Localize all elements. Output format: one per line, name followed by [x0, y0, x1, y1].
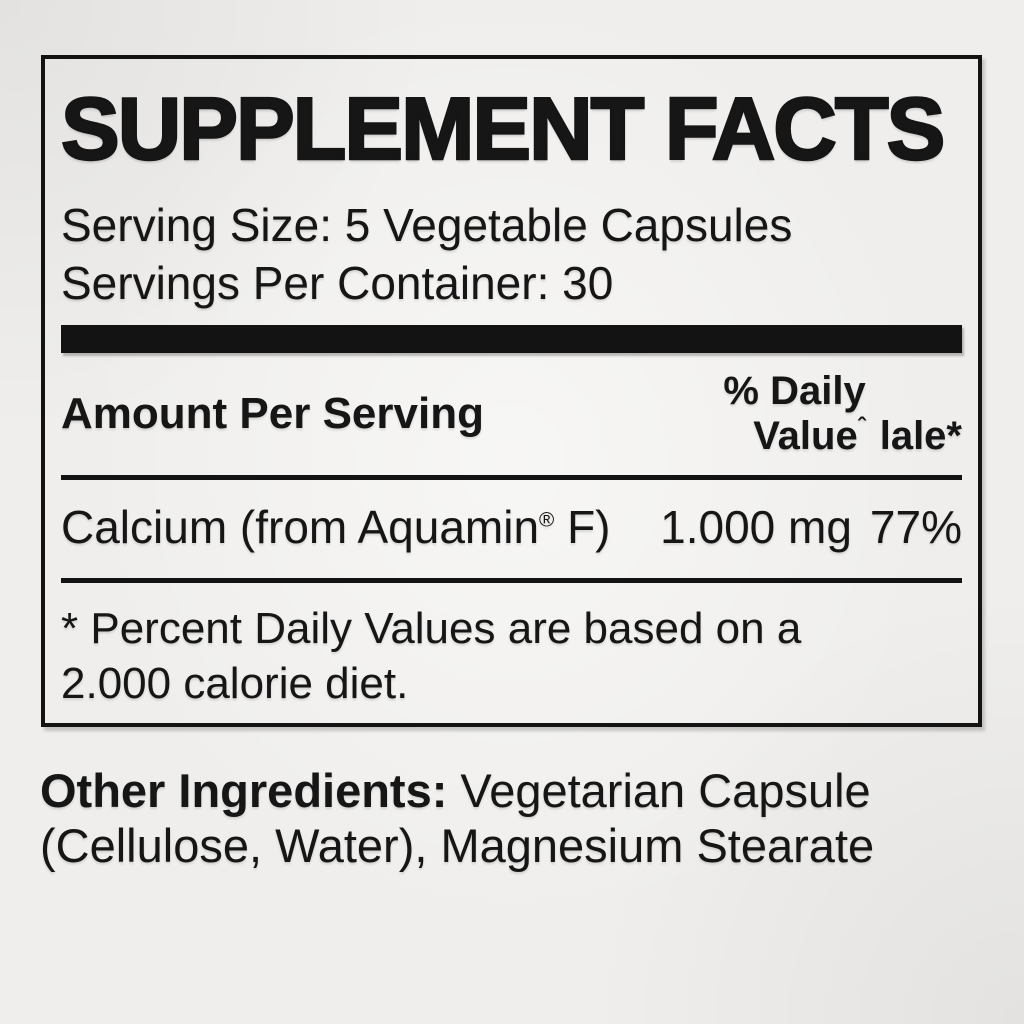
serving-size-line: Serving Size: 5 Vegetable Capsules — [61, 199, 793, 251]
nutrient-daily-value: 77% — [869, 500, 962, 553]
servings-per-container-line: Servings Per Container: 30 — [61, 256, 614, 309]
daily-value-header: % Daily Valueˆ lale* — [723, 369, 962, 459]
nutrient-values: 1.000 mg 77% — [660, 500, 962, 554]
other-ingredients-section: Other Ingredients: Vegetarian Capsule (C… — [40, 763, 970, 874]
supplement-facts-panel: SUPPLEMENT FACTS Serving Size: 5 Vegetab… — [41, 55, 982, 727]
table-header-row: Amount Per Serving % Daily Valueˆ lale* — [61, 369, 962, 459]
daily-value-header-main: % Daily Valueˆ — [723, 369, 865, 459]
registered-trademark-symbol: ® — [539, 508, 555, 532]
daily-value-footnote: * Percent Daily Values are based on a 2.… — [61, 603, 802, 708]
amount-per-serving-header: Amount Per Serving — [61, 388, 484, 438]
daily-value-caret: ˆ — [857, 413, 866, 441]
panel-title: SUPPLEMENT FACTS — [60, 79, 947, 178]
daily-value-word: Value — [753, 413, 858, 458]
nutrient-name: Calcium (from Aquamin® F) — [61, 500, 611, 554]
nutrient-name-text: Calcium (from Aquamin — [61, 500, 540, 553]
daily-value-header-line1: % Daily — [723, 368, 866, 413]
header-rule — [61, 474, 962, 480]
other-ingredients-value: Vegetarian Capsule (Cellulose, Water), M… — [40, 764, 875, 873]
row-rule — [61, 577, 962, 583]
nutrient-name-suffix: F) — [554, 500, 611, 553]
daily-value-header-line2: Valueˆ — [723, 413, 866, 459]
nutrient-amount: 1.000 mg — [660, 500, 852, 553]
serving-info: Serving Size: 5 Vegetable Capsules Servi… — [61, 197, 962, 313]
other-ingredients-label: Other Ingredients: — [40, 764, 448, 817]
daily-value-header-extra: lale* — [879, 413, 962, 458]
table-row: Calcium (from Aquamin® F) 1.000 mg 77% — [61, 480, 962, 578]
section-divider-bar — [61, 324, 962, 353]
